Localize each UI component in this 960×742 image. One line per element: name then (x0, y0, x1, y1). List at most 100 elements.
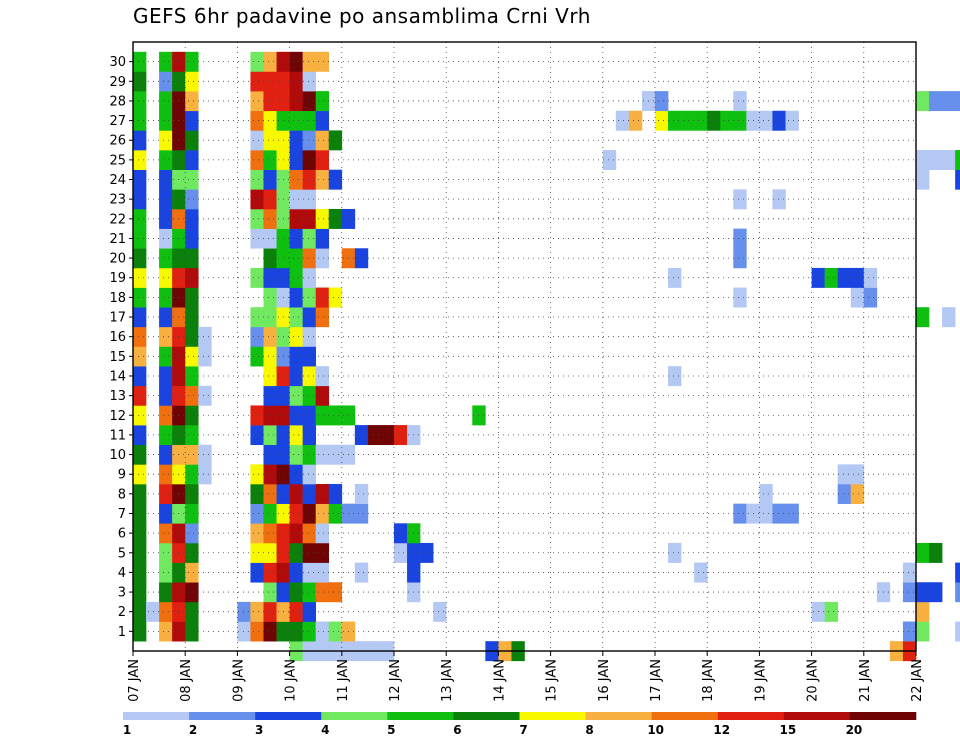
precip-cell (133, 484, 147, 504)
x-tick-label: 18 JAN (701, 659, 716, 702)
precip-cell (133, 425, 147, 446)
precip-cell (133, 385, 147, 406)
precip-cell (655, 110, 669, 131)
precip-cell (759, 503, 773, 524)
precip-cell (237, 601, 251, 622)
precip-cell (824, 601, 838, 622)
precip-cell (198, 444, 212, 465)
precip-cell (185, 307, 199, 328)
legend-label: 8 (585, 723, 593, 737)
precip-cell (315, 208, 330, 229)
y-tick-label: 23 (109, 193, 126, 208)
precip-cell (289, 150, 303, 170)
precip-cell (289, 582, 303, 603)
precip-cell (146, 601, 160, 622)
precip-cell (733, 248, 747, 269)
y-tick-label: 25 (109, 153, 126, 168)
y-tick-label: 18 (109, 291, 126, 306)
precip-cell (315, 542, 330, 563)
precip-cell (250, 346, 264, 367)
precip-cell (837, 267, 852, 288)
precip-cell (250, 601, 264, 622)
precip-cell (315, 385, 330, 406)
precip-cell (185, 51, 199, 72)
x-tick-label: 13 JAN (440, 659, 455, 702)
precip-cell (902, 621, 917, 642)
precip-cell (185, 208, 199, 229)
precip-cell (628, 110, 643, 131)
legend-label: 15 (779, 723, 796, 737)
precip-cell (159, 267, 173, 288)
precip-cell (250, 150, 264, 170)
precip-cell (315, 366, 330, 387)
precip-cell (133, 110, 147, 131)
precip-cell (159, 425, 173, 446)
precip-cell (302, 150, 316, 170)
precip-cell (615, 110, 630, 131)
y-tick-label: 28 (109, 94, 126, 109)
precip-cell (159, 110, 173, 131)
precip-cell (159, 208, 173, 229)
precip-cell (916, 542, 930, 563)
y-tick-label: 17 (109, 311, 126, 326)
precip-cell (263, 169, 277, 190)
precip-cell (302, 523, 316, 544)
precip-cell (159, 169, 173, 190)
precip-cell (263, 425, 277, 446)
precip-cell (289, 366, 303, 387)
precip-cell (263, 621, 277, 642)
precip-cell (328, 444, 343, 465)
precip-cell (185, 150, 199, 170)
precip-cell (250, 523, 264, 544)
precip-cell (302, 542, 316, 563)
precip-cell (302, 405, 316, 426)
precip-cell (185, 91, 199, 112)
precip-cell (289, 601, 303, 622)
y-tick-label: 6 (118, 527, 126, 542)
precip-cell (302, 621, 316, 642)
precip-cell (850, 287, 865, 308)
precip-cell (250, 110, 264, 131)
legend-label: 3 (255, 723, 263, 737)
precip-cell (955, 169, 960, 190)
x-tick-label: 11 JAN (336, 659, 351, 702)
precip-cell (133, 326, 147, 347)
precip-cell (263, 503, 277, 524)
precip-cell (185, 130, 199, 151)
precip-cell (328, 208, 343, 229)
precip-cell (668, 542, 682, 563)
precip-cell (159, 189, 173, 210)
precip-cell (263, 71, 277, 92)
x-tick-label: 14 JAN (492, 659, 507, 702)
precip-cell (302, 91, 316, 112)
precip-cell (133, 169, 147, 190)
precip-cell (159, 405, 173, 426)
y-axis-ensemble-members: 1234567891011121314151617181920212223242… (109, 55, 133, 640)
heatmap-cells (133, 51, 960, 662)
precip-cell (433, 601, 447, 622)
precip-cell (916, 582, 930, 603)
precip-cell (185, 169, 199, 190)
precip-cell (315, 582, 330, 603)
y-tick-label: 4 (118, 566, 126, 581)
precip-cell (289, 621, 303, 642)
precip-cell (133, 51, 147, 72)
precip-cell (863, 267, 878, 288)
precip-cell (668, 267, 682, 288)
precip-cell (328, 503, 343, 524)
precip-cell (133, 71, 147, 92)
precip-cell (263, 542, 277, 563)
precip-cell (850, 484, 865, 504)
precip-cell (916, 150, 930, 170)
precip-cell (772, 189, 786, 210)
precip-cell (159, 307, 173, 328)
precip-cell (237, 621, 251, 642)
precip-cell (133, 523, 147, 544)
precip-cell (289, 562, 303, 583)
precip-cell (263, 366, 277, 387)
precip-cell (302, 248, 316, 269)
y-tick-label: 20 (109, 252, 126, 267)
y-tick-label: 3 (118, 586, 126, 601)
precip-cell (328, 169, 343, 190)
precip-cell (185, 484, 199, 504)
